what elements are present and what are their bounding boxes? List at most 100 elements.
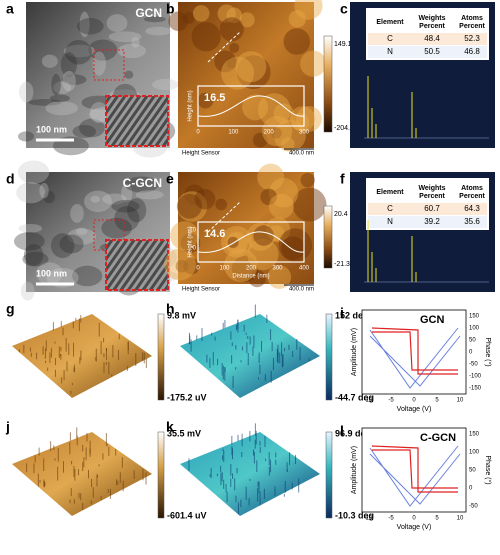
texture — [45, 101, 79, 116]
texture — [53, 81, 72, 94]
x-tick-label: 0 — [412, 398, 416, 404]
table-cell: 64.3 — [464, 204, 480, 213]
profile-curve — [197, 231, 305, 253]
table-header: Atoms Percent — [459, 15, 485, 30]
grain — [260, 188, 277, 206]
y2-tick-label: 0 — [469, 350, 473, 356]
texture — [50, 233, 75, 259]
grain — [239, 12, 255, 28]
panel-letter: g — [6, 301, 15, 317]
sample-label: GCN — [420, 314, 445, 326]
texture — [108, 31, 142, 43]
y2-tick-label: 50 — [469, 338, 476, 344]
grain — [281, 236, 305, 260]
texture — [59, 234, 84, 254]
texture — [145, 26, 172, 36]
texture — [79, 118, 105, 138]
grain — [253, 225, 274, 246]
texture — [36, 262, 63, 285]
texture — [102, 193, 127, 205]
surface — [180, 432, 320, 516]
inset-x-tick: 300 — [272, 266, 283, 272]
texture — [114, 205, 140, 232]
grain — [292, 187, 327, 222]
grain — [265, 217, 291, 243]
colorbar-min: -204.1 nm — [334, 125, 366, 132]
x-tick-label: 5 — [435, 516, 439, 522]
texture — [125, 176, 159, 193]
grain — [273, 103, 294, 124]
grain — [294, 0, 323, 20]
grain — [300, 50, 327, 77]
texture — [61, 74, 87, 85]
table-cell: 50.5 — [424, 47, 440, 56]
texture — [84, 190, 112, 213]
amplitude-loop — [369, 327, 461, 389]
grain — [183, 257, 200, 275]
grain — [214, 50, 237, 73]
texture — [18, 81, 34, 103]
inset-x-label: Distance (nm) — [232, 274, 269, 280]
grain — [246, 222, 275, 251]
grain — [194, 188, 216, 210]
y2-tick-label: 100 — [469, 326, 480, 332]
grain — [220, 225, 253, 258]
table-cell: 48.4 — [424, 34, 440, 43]
scale-bar-label: 100 nm — [36, 268, 67, 278]
table-cell: 60.7 — [424, 204, 440, 213]
surface — [180, 314, 320, 398]
texture — [143, 16, 166, 23]
grain — [226, 57, 238, 69]
afm-image — [178, 172, 314, 284]
table-cell: N — [387, 47, 393, 56]
texture — [106, 14, 128, 32]
table-cell: 35.6 — [464, 217, 480, 226]
peak-label: 14.6 — [204, 228, 225, 240]
grain — [224, 248, 258, 283]
colorbar-min: -44.7 deg — [335, 392, 374, 402]
grain — [261, 115, 293, 147]
grain — [226, 7, 243, 24]
texture — [92, 51, 106, 76]
texture — [51, 73, 61, 96]
grain — [252, 132, 268, 148]
table-cell: N — [387, 217, 393, 226]
table-header: Element — [376, 19, 404, 26]
roi-box — [93, 49, 125, 81]
grain — [192, 5, 210, 22]
x-tick-label: -5 — [388, 398, 394, 404]
grain — [229, 42, 240, 53]
texture — [126, 198, 147, 223]
table-cell: C — [387, 204, 393, 213]
profile-curve — [197, 95, 305, 117]
scale-bar-label: 100 nm — [36, 124, 67, 134]
grain — [283, 28, 311, 55]
texture — [65, 39, 92, 65]
grain — [215, 198, 228, 211]
panel-letter: f — [340, 171, 345, 187]
footer-label: Height Sensor — [182, 151, 220, 157]
table-cell: 39.2 — [424, 217, 440, 226]
inset-y-label: Height (nm) — [188, 90, 194, 121]
profile-inset — [197, 85, 305, 127]
y-axis-label: Amplitude (mV) — [351, 328, 358, 376]
texture — [135, 190, 164, 200]
grain — [197, 92, 214, 109]
texture — [17, 131, 35, 142]
texture — [16, 182, 46, 204]
grain — [236, 55, 271, 90]
footer-label: Height Sensor — [182, 287, 220, 293]
texture — [72, 265, 103, 287]
colorbar — [323, 205, 333, 269]
panel-letter: j — [5, 419, 10, 435]
x-tick-label: -5 — [388, 516, 394, 522]
x-tick-label: 10 — [457, 398, 464, 404]
x-tick-label: 5 — [435, 398, 439, 404]
texture — [151, 78, 180, 91]
texture — [70, 203, 84, 223]
inset-x-tick: 100 — [228, 130, 239, 136]
colorbar-max: 35.5 mV — [167, 428, 201, 438]
grain — [219, 17, 244, 42]
panel-letter: c — [340, 1, 348, 17]
grain — [164, 248, 196, 281]
